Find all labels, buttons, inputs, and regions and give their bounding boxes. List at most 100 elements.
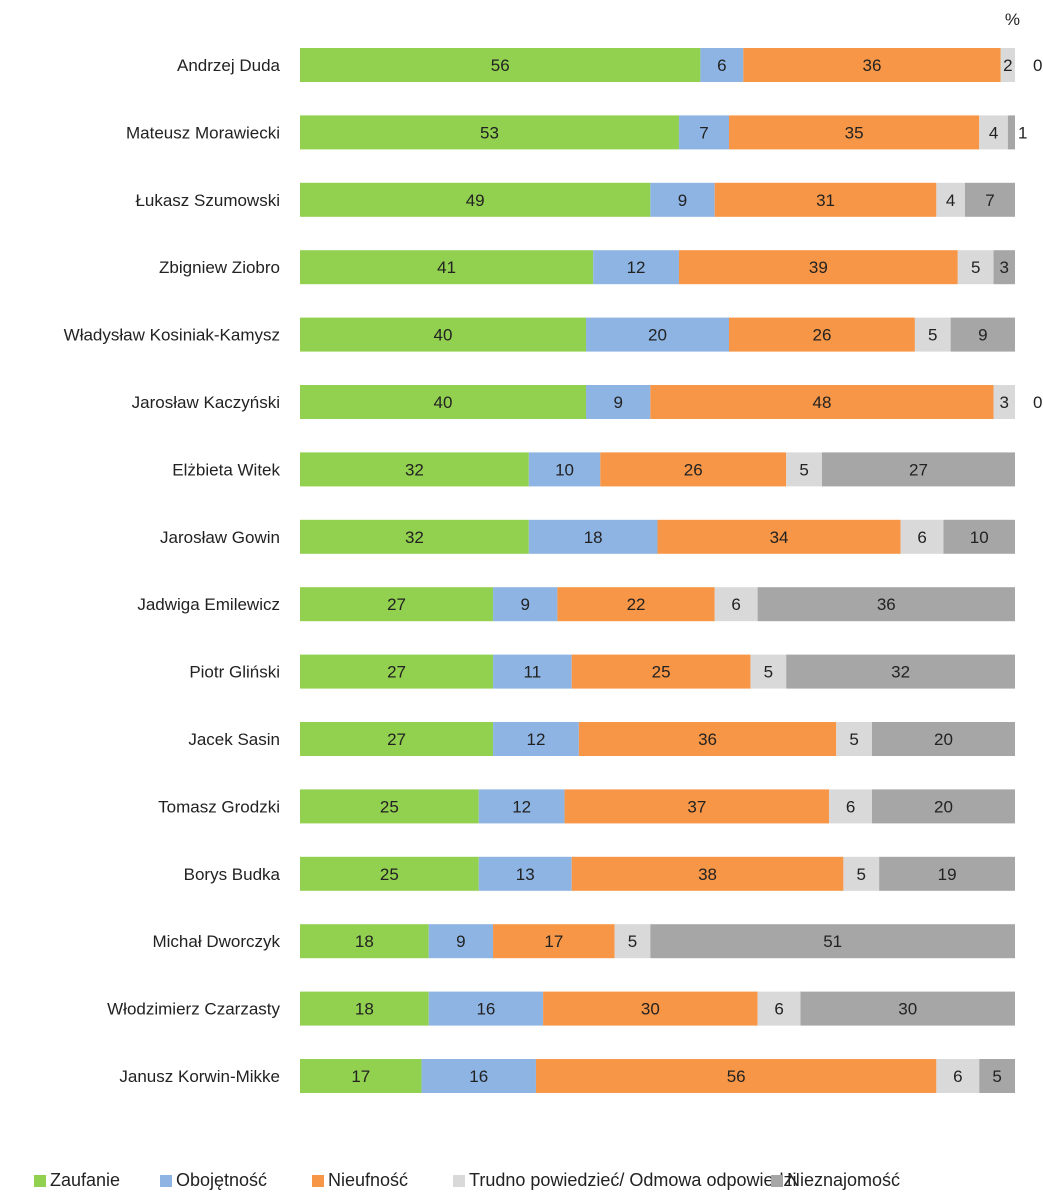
data-label-trudno-powiedziec-odmowa-odpowiedzi-jacek-sasin: 5 xyxy=(849,730,858,749)
legend-swatch-obojetnosc xyxy=(160,1174,172,1187)
bar-segment-zaufanie-elzbieta-witek xyxy=(300,452,529,487)
category-label-mateusz-morawiecki: Mateusz Morawiecki xyxy=(126,123,280,142)
bar-segment-obojetnosc-wladyslaw-kosiniak-kamysz xyxy=(586,317,729,352)
data-label-obojetnosc-janusz-korwin-mikke: 16 xyxy=(469,1067,488,1086)
data-label-nieufnosc-jadwiga-emilewicz: 22 xyxy=(627,595,646,614)
data-label-zaufanie-mateusz-morawiecki: 53 xyxy=(480,123,499,142)
bar-segment-trudno-powiedziec-odmowa-odpowiedzi-jadwiga-emilewicz xyxy=(714,587,758,622)
data-label-obojetnosc-zbigniew-ziobro: 12 xyxy=(627,258,646,277)
bar-segment-nieufnosc-jaroslaw-gowin xyxy=(657,519,901,554)
data-label-obojetnosc-elzbieta-witek: 10 xyxy=(555,460,574,479)
data-label-nieufnosc-tomasz-grodzki: 37 xyxy=(687,797,706,816)
category-label-michal-dworczyk: Michał Dworczyk xyxy=(152,932,280,951)
data-label-trudno-powiedziec-odmowa-odpowiedzi-piotr-glinski: 5 xyxy=(764,663,773,682)
legend-item-nieufnosc: Nieufność xyxy=(312,1170,408,1191)
data-label-trudno-powiedziec-odmowa-odpowiedzi-jaroslaw-kaczynski: 3 xyxy=(1000,393,1009,412)
data-label-nieznajomosc-wladyslaw-kosiniak-kamysz: 9 xyxy=(978,326,987,345)
bar-segment-zaufanie-jadwiga-emilewicz xyxy=(300,587,494,622)
bar-segment-trudno-powiedziec-odmowa-odpowiedzi-andrzej-duda xyxy=(1000,48,1015,82)
bar-segment-trudno-powiedziec-odmowa-odpowiedzi-jaroslaw-gowin xyxy=(900,519,944,554)
bar-segment-trudno-powiedziec-odmowa-odpowiedzi-zbigniew-ziobro xyxy=(957,250,994,285)
category-label-jadwiga-emilewicz: Jadwiga Emilewicz xyxy=(137,595,280,614)
bar-segment-nieufnosc-piotr-glinski xyxy=(571,654,751,689)
bar-segment-trudno-powiedziec-odmowa-odpowiedzi-tomasz-grodzki xyxy=(829,789,872,824)
unit-label: % xyxy=(1004,10,1020,29)
data-label-nieznajomosc-janusz-korwin-mikke: 5 xyxy=(992,1067,1001,1086)
bar-segment-zaufanie-janusz-korwin-mikke xyxy=(300,1059,422,1093)
chart-legend: Zaufanie Obojętność Nieufność Trudno powied… xyxy=(0,1170,1043,1198)
data-label-nieufnosc-elzbieta-witek: 26 xyxy=(684,460,703,479)
bar-segment-obojetnosc-wlodzimierz-czarzasty xyxy=(428,991,544,1026)
bar-segment-obojetnosc-zbigniew-ziobro xyxy=(593,250,679,285)
data-label-obojetnosc-lukasz-szumowski: 9 xyxy=(678,191,687,210)
data-label-trudno-powiedziec-odmowa-odpowiedzi-tomasz-grodzki: 6 xyxy=(846,797,855,816)
bar-segment-zaufanie-borys-budka xyxy=(300,856,479,891)
bar-segment-trudno-powiedziec-odmowa-odpowiedzi-mateusz-morawiecki xyxy=(979,115,1008,150)
bar-segment-zaufanie-andrzej-duda xyxy=(300,48,701,82)
category-label-zbigniew-ziobro: Zbigniew Ziobro xyxy=(159,258,280,277)
legend-item-nieznajomosc: Nieznajomość xyxy=(771,1170,900,1191)
category-label-andrzej-duda: Andrzej Duda xyxy=(177,56,281,75)
legend-item-zaufanie: Zaufanie xyxy=(34,1170,120,1191)
data-label-nieufnosc-michal-dworczyk: 17 xyxy=(544,932,563,951)
legend-label-nieznajomosc: Nieznajomość xyxy=(787,1170,901,1190)
bar-segment-obojetnosc-jadwiga-emilewicz xyxy=(493,587,558,622)
data-label-nieufnosc-wladyslaw-kosiniak-kamysz: 26 xyxy=(812,326,831,345)
bar-segment-nieufnosc-mateusz-morawiecki xyxy=(729,115,980,150)
bar-segment-obojetnosc-janusz-korwin-mikke xyxy=(421,1059,536,1093)
bar-segment-trudno-powiedziec-odmowa-odpowiedzi-piotr-glinski xyxy=(750,654,787,689)
data-label-trudno-powiedziec-odmowa-odpowiedzi-jaroslaw-gowin: 6 xyxy=(917,528,926,547)
data-label-nieufnosc-mateusz-morawiecki: 35 xyxy=(845,123,864,142)
category-label-tomasz-grodzki: Tomasz Grodzki xyxy=(158,797,280,816)
data-label-zaufanie-michal-dworczyk: 18 xyxy=(355,932,374,951)
bar-segment-nieufnosc-tomasz-grodzki xyxy=(564,789,830,824)
bar-segment-nieufnosc-wlodzimierz-czarzasty xyxy=(543,991,758,1026)
bar-segment-obojetnosc-elzbieta-witek xyxy=(528,452,601,487)
data-label-zaufanie-wlodzimierz-czarzasty: 18 xyxy=(355,1000,374,1019)
bar-segment-zaufanie-jacek-sasin xyxy=(300,722,494,756)
data-label-nieufnosc-jacek-sasin: 36 xyxy=(698,730,717,749)
data-label-trudno-powiedziec-odmowa-odpowiedzi-zbigniew-ziobro: 5 xyxy=(971,258,980,277)
bar-segment-zaufanie-zbigniew-ziobro xyxy=(300,250,594,285)
data-label-trudno-powiedziec-odmowa-odpowiedzi-wladyslaw-kosiniak-kamysz: 5 xyxy=(928,326,937,345)
data-label-nieznajomosc-michal-dworczyk: 51 xyxy=(823,932,842,951)
data-label-zaufanie-borys-budka: 25 xyxy=(380,865,399,884)
bar-segment-trudno-powiedziec-odmowa-odpowiedzi-jacek-sasin xyxy=(836,722,872,756)
legend-swatch-trudno-powiedziec-odmowa-odpowiedzi xyxy=(453,1174,465,1187)
bar-segment-nieufnosc-zbigniew-ziobro xyxy=(678,250,958,285)
data-label-zaufanie-andrzej-duda: 56 xyxy=(491,56,510,75)
bar-segment-obojetnosc-piotr-glinski xyxy=(493,654,572,689)
bar-segment-zaufanie-tomasz-grodzki xyxy=(300,789,479,824)
data-label-obojetnosc-andrzej-duda: 6 xyxy=(717,56,726,75)
bar-segment-nieznajomosc-jadwiga-emilewicz xyxy=(757,587,1015,622)
legend-label-nieufnosc: Nieufność xyxy=(328,1170,409,1190)
data-label-zaufanie-jaroslaw-gowin: 32 xyxy=(405,528,424,547)
data-label-nieznajomosc-wlodzimierz-czarzasty: 30 xyxy=(898,1000,917,1019)
category-label-piotr-glinski: Piotr Gliński xyxy=(189,663,280,682)
bar-segment-nieufnosc-andrzej-duda xyxy=(743,48,1001,82)
bar-segment-obojetnosc-jaroslaw-kaczynski xyxy=(586,385,651,419)
data-label-zaufanie-elzbieta-witek: 32 xyxy=(405,460,424,479)
data-label-obojetnosc-tomasz-grodzki: 12 xyxy=(512,797,531,816)
legend-item-trudno-powiedziec-odmowa-odpowiedzi: Trudno powiedzieć/ Odmowa odpowiedzi xyxy=(453,1170,797,1191)
bar-segment-nieznajomosc-tomasz-grodzki xyxy=(872,789,1015,824)
data-label-trudno-powiedziec-odmowa-odpowiedzi-wlodzimierz-czarzasty: 6 xyxy=(774,1000,783,1019)
bar-segment-nieufnosc-janusz-korwin-mikke xyxy=(535,1059,937,1093)
bar-segment-nieznajomosc-michal-dworczyk xyxy=(650,924,1015,959)
data-label-nieufnosc-lukasz-szumowski: 31 xyxy=(816,191,835,210)
data-label-obojetnosc-jaroslaw-kaczynski: 9 xyxy=(613,393,622,412)
bar-segment-trudno-powiedziec-odmowa-odpowiedzi-michal-dworczyk xyxy=(614,924,651,959)
legend-label-zaufanie: Zaufanie xyxy=(50,1170,121,1190)
data-label-nieznajomosc-jaroslaw-gowin: 10 xyxy=(970,528,989,547)
data-label-zaufanie-zbigniew-ziobro: 41 xyxy=(437,258,456,277)
bar-segment-nieznajomosc-wlodzimierz-czarzasty xyxy=(800,991,1015,1026)
bar-segment-nieznajomosc-jacek-sasin xyxy=(872,722,1015,756)
data-label-nieznajomosc-tomasz-grodzki: 20 xyxy=(934,797,953,816)
bar-segment-obojetnosc-borys-budka xyxy=(478,856,572,891)
bar-segment-nieufnosc-michal-dworczyk xyxy=(493,924,615,959)
bar-segment-zaufanie-wlodzimierz-czarzasty xyxy=(300,991,429,1026)
bar-segment-trudno-powiedziec-odmowa-odpowiedzi-elzbieta-witek xyxy=(786,452,822,487)
category-label-lukasz-szumowski: Łukasz Szumowski xyxy=(135,191,280,210)
legend-label-obojetnosc: Obojętność xyxy=(176,1170,268,1190)
